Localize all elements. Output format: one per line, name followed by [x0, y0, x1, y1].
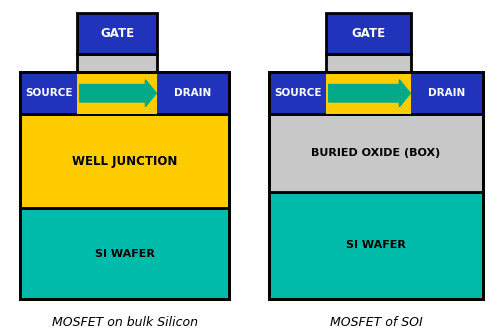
Text: SOURCE: SOURCE: [274, 88, 321, 98]
Text: WELL JUNCTION: WELL JUNCTION: [72, 155, 177, 168]
Bar: [326, 54, 411, 72]
Text: DRAIN: DRAIN: [174, 88, 212, 98]
Bar: [269, 72, 483, 299]
Bar: [77, 72, 157, 114]
Text: BURIED OXIDE (BOX): BURIED OXIDE (BOX): [311, 148, 441, 158]
Bar: [20, 72, 229, 299]
Text: GATE: GATE: [100, 27, 134, 40]
FancyArrow shape: [329, 80, 410, 107]
Bar: [20, 114, 229, 208]
Bar: [20, 72, 229, 114]
Text: DRAIN: DRAIN: [428, 88, 466, 98]
Text: MOSFET of SOI: MOSFET of SOI: [330, 316, 422, 329]
Bar: [269, 192, 483, 299]
FancyArrow shape: [80, 80, 156, 107]
Text: SOURCE: SOURCE: [25, 88, 72, 98]
Bar: [326, 72, 411, 114]
Bar: [326, 13, 411, 54]
Text: SI WAFER: SI WAFER: [346, 240, 406, 250]
Bar: [77, 54, 157, 72]
Text: MOSFET on bulk Silicon: MOSFET on bulk Silicon: [51, 316, 198, 329]
Text: GATE: GATE: [352, 27, 385, 40]
Bar: [269, 72, 483, 114]
Bar: [20, 208, 229, 299]
Text: SI WAFER: SI WAFER: [95, 249, 154, 259]
Bar: [77, 13, 157, 54]
Bar: [269, 114, 483, 192]
